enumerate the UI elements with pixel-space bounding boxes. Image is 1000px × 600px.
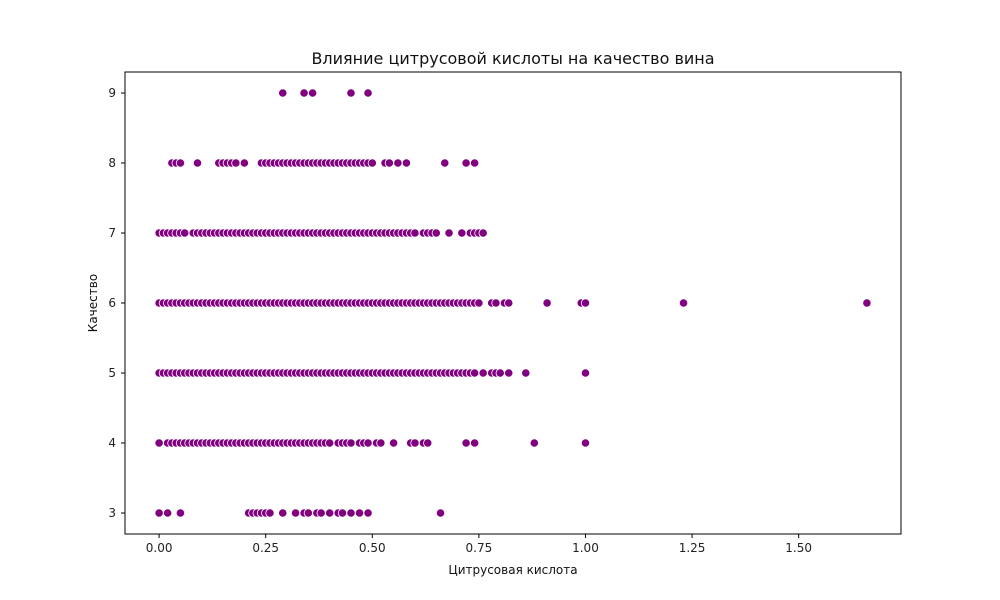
data-point [308, 88, 318, 98]
plot-area-frame [124, 71, 902, 535]
data-point [474, 298, 484, 308]
x-tick-label: 1.00 [572, 541, 599, 555]
data-point [393, 158, 403, 168]
data-point [457, 228, 467, 238]
data-point [580, 298, 591, 308]
data-point [478, 228, 488, 238]
data-point [444, 228, 454, 238]
data-point [431, 228, 441, 238]
data-point [316, 508, 326, 518]
data-point [491, 298, 501, 308]
data-point [410, 438, 420, 448]
y-axis-label: Качество [86, 274, 100, 332]
y-tick-label: 7 [108, 226, 116, 240]
data-point [363, 88, 373, 98]
data-point [521, 368, 531, 378]
data-point [325, 508, 335, 518]
x-tick-label: 0.50 [359, 541, 386, 555]
data-point [346, 508, 356, 518]
data-point [678, 298, 689, 308]
data-point [337, 508, 348, 518]
x-axis-ticks: 0.00 0.25 0.50 0.75 1.00 1.25 1.50 [146, 534, 812, 555]
data-point [154, 438, 164, 448]
data-point [470, 368, 480, 378]
y-tick-label: 4 [108, 436, 116, 450]
data-point [239, 158, 249, 168]
data-point [163, 508, 173, 518]
data-point [495, 368, 505, 378]
data-point [461, 158, 471, 168]
x-tick-label: 0.25 [252, 541, 279, 555]
y-tick-label: 3 [108, 506, 116, 520]
chart-title: Влияние цитрусовой кислоты на качество в… [311, 49, 714, 68]
x-tick-label: 1.25 [679, 541, 706, 555]
data-point [299, 88, 309, 98]
data-point [363, 438, 373, 448]
data-point [154, 508, 164, 518]
data-point [504, 298, 514, 308]
data-point [231, 158, 241, 168]
data-point [180, 228, 190, 238]
data-point [470, 158, 480, 168]
data-point [384, 158, 394, 168]
x-axis-label: Цитрусовая кислота [448, 563, 577, 577]
data-point [363, 508, 373, 518]
x-tick-label: 1.50 [785, 541, 812, 555]
data-point [376, 438, 386, 448]
data-point [278, 508, 288, 518]
data-point [265, 508, 275, 518]
data-point [367, 158, 377, 168]
y-tick-label: 9 [108, 86, 116, 100]
data-point [346, 438, 356, 448]
data-point [410, 228, 420, 238]
data-point [278, 88, 288, 98]
data-point [325, 438, 335, 448]
data-point [470, 438, 480, 448]
data-point [303, 508, 313, 518]
data-point [542, 298, 552, 308]
data-point [461, 438, 471, 448]
data-point [580, 368, 591, 378]
data-point [389, 438, 399, 448]
data-point [423, 438, 433, 448]
y-tick-label: 5 [108, 366, 116, 380]
data-point [529, 438, 539, 448]
data-point [478, 368, 488, 378]
data-point [175, 508, 186, 518]
y-axis-ticks: 3 4 5 6 7 8 9 [108, 86, 125, 520]
data-point [192, 158, 203, 168]
data-point [504, 368, 514, 378]
data-point [401, 158, 412, 168]
y-tick-label: 6 [108, 296, 116, 310]
data-point [175, 158, 186, 168]
data-point [862, 298, 872, 308]
data-point [440, 158, 450, 168]
x-tick-label: 0.75 [466, 541, 493, 555]
data-point [435, 508, 446, 518]
data-point [580, 438, 591, 448]
data-point [290, 508, 301, 518]
y-tick-label: 8 [108, 156, 116, 170]
x-tick-label: 0.00 [146, 541, 173, 555]
data-point [354, 508, 365, 518]
points-layer [154, 88, 872, 518]
data-point [346, 88, 356, 98]
